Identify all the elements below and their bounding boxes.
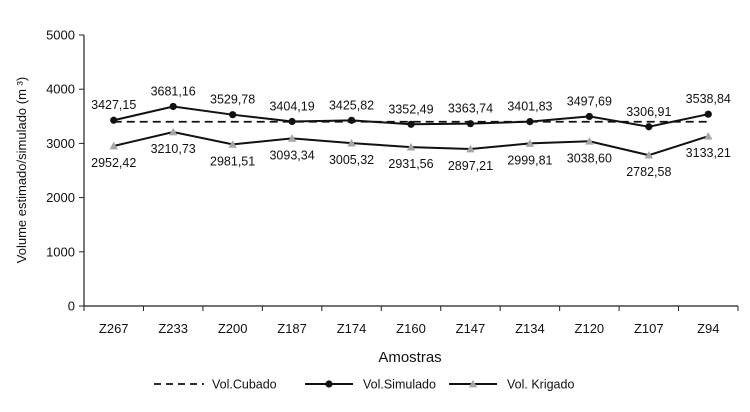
data-point	[168, 127, 178, 136]
x-tick-label: Z174	[337, 321, 367, 336]
data-label-krigado: 3093,34	[269, 148, 314, 162]
data-label-simulado: 3401,83	[507, 100, 552, 114]
x-tick-label: Z147	[456, 321, 486, 336]
data-point	[288, 117, 296, 126]
x-axis-title: Amostras	[378, 349, 441, 366]
data-point	[704, 131, 713, 140]
data-label-simulado: 3681,16	[151, 84, 196, 98]
data-label-krigado: 2999,81	[507, 153, 552, 167]
data-point	[287, 134, 297, 142]
x-tick-label: Z187	[277, 321, 307, 336]
axes: 0 1000 2000 3000 4000 5000 Z267 Z233 Z200 Z187 Z17…	[46, 28, 739, 336]
series-vol-simulado	[110, 102, 712, 131]
legend-label: Vol.Simulado	[363, 378, 436, 392]
data-label-simulado: 3363,74	[448, 102, 493, 116]
data-point	[466, 120, 475, 128]
data-point	[644, 150, 654, 159]
x-tick-label: Z120	[575, 321, 605, 336]
x-tick-label: Z134	[515, 321, 545, 336]
legend-item-vol-cubado: Vol.Cubado	[154, 378, 277, 392]
data-label-krigado: 2931,56	[388, 157, 433, 171]
data-point	[645, 123, 653, 131]
data-point	[407, 120, 415, 128]
data-point	[347, 116, 356, 124]
x-tick-label: Z267	[99, 321, 129, 336]
data-point	[585, 112, 593, 121]
data-point	[406, 142, 416, 151]
data-label-krigado: 3005,32	[329, 153, 374, 167]
x-tick-label: Z160	[396, 321, 426, 336]
y-tick-label: 1000	[46, 244, 75, 259]
data-point	[347, 138, 356, 147]
data-labels: 3427,15 3681,16 3529,78 3404,19 3425,82 3352,…	[91, 84, 731, 179]
data-label-simulado: 3529,78	[210, 93, 255, 107]
data-label-simulado: 3352,49	[388, 102, 433, 116]
series-vol-krigado	[109, 127, 713, 159]
x-tick-label: Z200	[218, 321, 248, 336]
legend-item-vol-simulado: Vol.Simulado	[305, 378, 436, 392]
data-label-simulado: 3404,19	[269, 99, 314, 113]
data-label-krigado: 2897,21	[448, 159, 493, 173]
data-label-krigado: 3038,60	[567, 151, 612, 165]
data-point	[229, 111, 237, 119]
data-point	[228, 140, 237, 148]
x-tick-label: Z94	[697, 321, 719, 336]
series-layer	[109, 102, 713, 159]
data-point	[109, 141, 118, 150]
y-tick-label: 0	[68, 299, 75, 314]
x-tick-label: Z107	[634, 321, 664, 336]
y-tick-label: 3000	[46, 136, 75, 151]
x-tick-label: Z233	[158, 321, 188, 336]
data-label-krigado: 3133,21	[686, 146, 731, 160]
data-point	[466, 144, 475, 153]
legend-label: Vol.Cubado	[212, 378, 277, 392]
data-point	[704, 110, 712, 118]
y-tick-label: 5000	[46, 28, 75, 43]
data-point	[169, 102, 177, 111]
legend-item-vol-krigado: Vol. Krigado	[449, 378, 574, 392]
data-label-krigado: 2782,58	[626, 165, 671, 179]
data-label-simulado: 3497,69	[567, 94, 612, 108]
data-point	[110, 116, 118, 124]
data-label-simulado: 3425,82	[329, 98, 374, 112]
data-label-krigado: 3210,73	[151, 142, 196, 156]
data-label-simulado: 3427,15	[91, 98, 136, 112]
data-label-simulado: 3538,84	[686, 92, 731, 106]
data-point	[525, 139, 535, 147]
legend-marker	[325, 380, 333, 388]
data-label-simulado: 3306,91	[626, 105, 671, 119]
data-label-krigado: 2981,51	[210, 154, 255, 168]
y-tick-label: 2000	[46, 190, 75, 205]
data-point	[585, 137, 594, 145]
legend: Vol.Cubado Vol.Simulado Vol. Krigado	[154, 378, 574, 392]
y-tick-label: 4000	[46, 82, 75, 97]
y-axis-title: Volume estimado/simulado (m ³)	[14, 77, 29, 263]
data-point	[526, 118, 534, 126]
data-label-krigado: 2952,42	[91, 156, 136, 170]
legend-label: Vol. Krigado	[507, 378, 574, 392]
legend-marker	[468, 379, 478, 388]
